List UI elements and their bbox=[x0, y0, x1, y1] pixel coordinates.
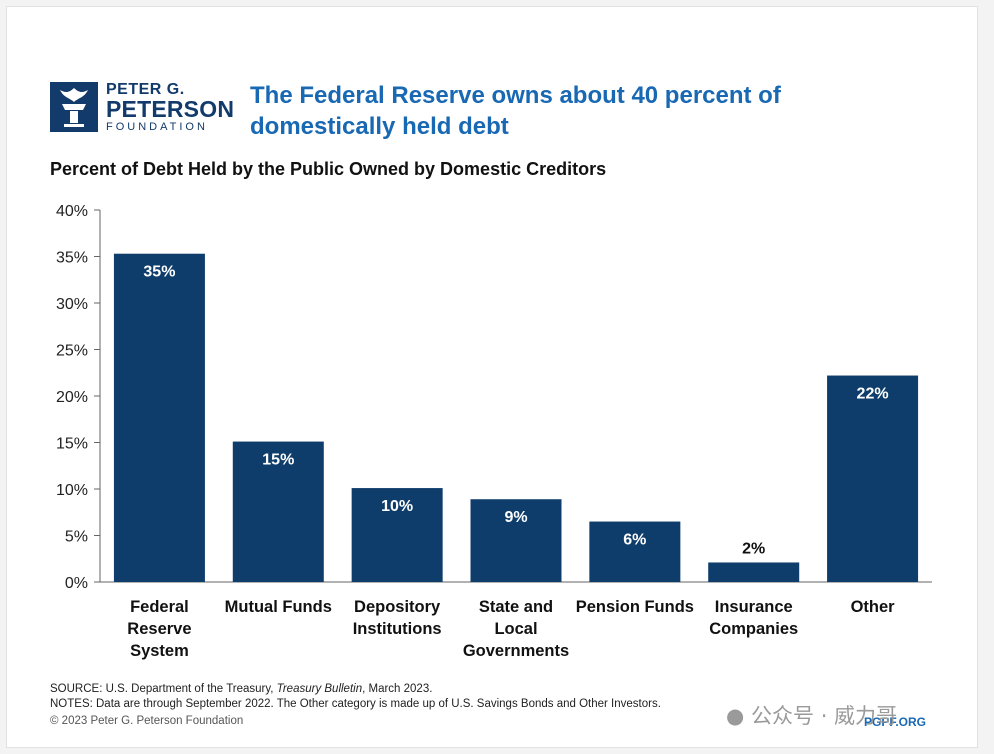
y-tick-label: 30% bbox=[56, 296, 88, 313]
y-tick-label: 0% bbox=[65, 575, 88, 592]
bar bbox=[113, 253, 205, 582]
chart-title: Percent of Debt Held by the Public Owned… bbox=[50, 159, 607, 179]
data-label: 2% bbox=[742, 540, 765, 557]
watermark-text: 公众号 · 威力哥 bbox=[751, 704, 898, 728]
category-label: State and bbox=[479, 598, 553, 616]
logo-line-1: PETER G. bbox=[106, 81, 185, 98]
data-label: 6% bbox=[623, 532, 646, 549]
torch-logo-icon bbox=[50, 82, 98, 132]
category-label: Mutual Funds bbox=[225, 598, 332, 616]
bar bbox=[232, 441, 324, 582]
headline: The Federal Reserve owns about 40 percen… bbox=[250, 82, 781, 140]
y-tick-label: 15% bbox=[56, 436, 88, 453]
bar bbox=[351, 488, 443, 582]
bar bbox=[827, 375, 919, 582]
bar bbox=[470, 499, 562, 582]
category-label: Institutions bbox=[353, 620, 442, 638]
data-label: 35% bbox=[143, 264, 175, 281]
logo-line-2: PETERSON bbox=[106, 96, 235, 122]
watermark: ● 公众号 · 威力哥 bbox=[726, 700, 897, 730]
category-label: Companies bbox=[709, 620, 798, 638]
category-label: Insurance bbox=[715, 598, 793, 616]
data-label: 9% bbox=[504, 509, 527, 526]
category-label: Governments bbox=[463, 642, 569, 660]
y-tick-label: 10% bbox=[56, 482, 88, 499]
data-label: 22% bbox=[857, 386, 889, 403]
logo-line-3: FOUNDATION bbox=[106, 121, 208, 133]
category-label: Pension Funds bbox=[576, 598, 694, 616]
bar bbox=[589, 521, 681, 582]
y-tick-label: 35% bbox=[56, 250, 88, 267]
category-label: Federal bbox=[130, 598, 189, 616]
data-label: 15% bbox=[262, 452, 294, 469]
y-tick-label: 25% bbox=[56, 343, 88, 360]
data-label: 10% bbox=[381, 498, 413, 515]
category-label: Reserve bbox=[127, 620, 191, 638]
copyright: © 2023 Peter G. Peterson Foundation bbox=[50, 715, 244, 727]
category-label: System bbox=[130, 642, 189, 660]
y-tick-label: 5% bbox=[65, 529, 88, 546]
notes: NOTES: Data are through September 2022. … bbox=[50, 698, 661, 710]
category-label: Local bbox=[494, 620, 537, 638]
bar-chart: 0% 5% 10% 15% 20% 25% 30% 35% 40% 35% Federal Reser… bbox=[56, 203, 932, 660]
y-tick-label: 40% bbox=[56, 203, 88, 220]
bar bbox=[708, 562, 800, 582]
category-label: Other bbox=[851, 598, 896, 616]
category-label: Depository bbox=[354, 598, 441, 616]
pgpf-logo: PETER G. PETERSON FOUNDATION bbox=[46, 76, 235, 136]
wechat-icon: ● bbox=[726, 704, 745, 728]
source-note: SOURCE: U.S. Department of the Treasury,… bbox=[50, 683, 433, 695]
site-link[interactable]: PGPF.ORG bbox=[864, 715, 927, 729]
y-tick-label: 20% bbox=[56, 389, 88, 406]
